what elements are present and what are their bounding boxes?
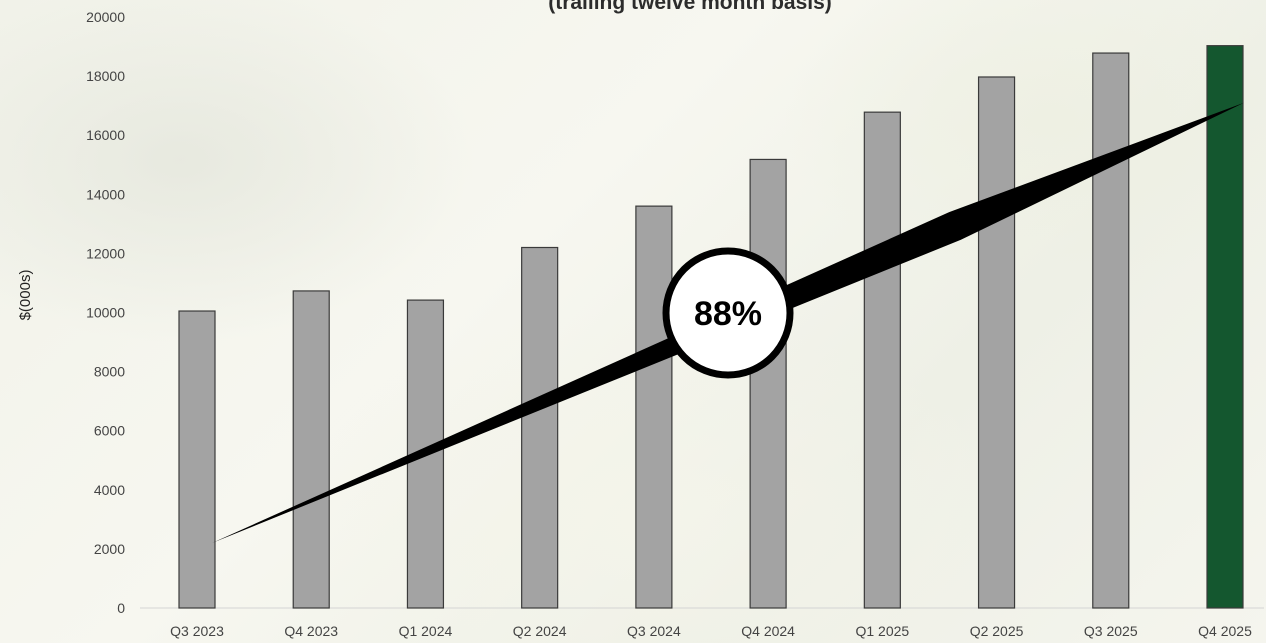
y-tick-label: 10000 (86, 305, 125, 321)
y-tick-label: 20000 (86, 9, 125, 25)
chart-title: (trailing twelve month basis) (548, 0, 832, 14)
y-tick-label: 0 (117, 600, 125, 616)
x-tick-label: Q4 2023 (284, 623, 338, 639)
bar-q4-2025 (1206, 45, 1244, 609)
x-tick-label: Q4 2025 (1198, 623, 1252, 639)
x-axis-ticks: Q3 2023 Q4 2023 Q1 2024 Q2 2024 Q3 2024 Q4 20… (170, 623, 1252, 639)
y-axis-title: $(000s) (17, 270, 34, 321)
y-tick-label: 18000 (86, 68, 125, 84)
y-axis-ticks: 0 2000 4000 6000 8000 10000 12000 14000 16000 180… (86, 9, 125, 616)
x-tick-label: Q3 2025 (1084, 623, 1138, 639)
y-tick-label: 12000 (86, 245, 125, 261)
x-tick-label: Q3 2023 (170, 623, 224, 639)
y-tick-label: 6000 (94, 423, 125, 439)
y-tick-label: 2000 (94, 541, 125, 557)
x-tick-label: Q3 2024 (627, 623, 681, 639)
y-tick-label: 4000 (94, 482, 125, 498)
x-tick-label: Q1 2024 (399, 623, 453, 639)
growth-badge-label: 88% (694, 295, 762, 333)
x-tick-label: Q2 2025 (970, 623, 1024, 639)
bar-q4-2023 (292, 290, 330, 609)
y-tick-label: 8000 (94, 364, 125, 380)
bar-q3-2023 (178, 310, 216, 609)
x-tick-label: Q1 2025 (855, 623, 909, 639)
bar-q4-2024 (749, 158, 787, 609)
bar-q3-2024 (635, 205, 673, 609)
bar-q2-2024 (521, 246, 559, 609)
growth-badge-circle (662, 247, 794, 379)
growth-badge: 88% (662, 247, 794, 379)
y-tick-label: 14000 (86, 186, 125, 202)
x-tick-label: Q2 2024 (513, 623, 567, 639)
y-tick-label: 16000 (86, 127, 125, 143)
bar-q2-2025 (977, 76, 1016, 609)
bar-q3-2025 (1092, 52, 1130, 609)
x-tick-label: Q4 2024 (741, 623, 795, 639)
bar-q1-2025 (863, 111, 901, 609)
